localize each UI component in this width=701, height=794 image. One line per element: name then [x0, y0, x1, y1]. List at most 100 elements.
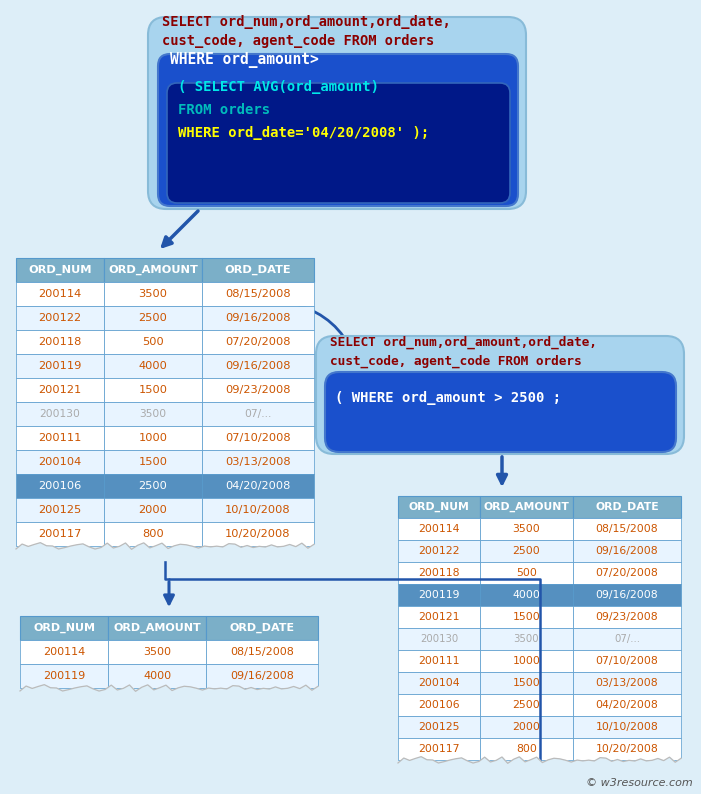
Bar — [573, 518, 681, 540]
Bar — [104, 474, 202, 498]
Text: 09/23/2008: 09/23/2008 — [596, 612, 658, 622]
Bar — [480, 606, 573, 628]
Bar — [108, 640, 206, 664]
Bar — [16, 450, 104, 474]
Bar — [398, 650, 480, 672]
Bar — [398, 518, 480, 540]
Bar — [206, 664, 318, 688]
Bar — [480, 540, 573, 562]
Bar — [573, 584, 681, 606]
Text: cust_code, agent_code FROM orders: cust_code, agent_code FROM orders — [330, 355, 582, 368]
Bar — [398, 628, 480, 650]
Text: 3500: 3500 — [143, 647, 171, 657]
Text: 09/23/2008: 09/23/2008 — [225, 385, 291, 395]
Bar — [202, 378, 314, 402]
Bar — [398, 584, 480, 606]
Text: 200119: 200119 — [418, 590, 460, 600]
Text: 200118: 200118 — [418, 568, 460, 578]
Bar — [16, 474, 104, 498]
Text: ORD_NUM: ORD_NUM — [28, 265, 92, 276]
Bar — [480, 518, 573, 540]
Bar — [202, 354, 314, 378]
Bar — [202, 330, 314, 354]
Bar — [398, 562, 480, 584]
Text: 200111: 200111 — [418, 656, 460, 666]
Bar — [202, 426, 314, 450]
Bar — [16, 282, 104, 306]
Bar — [202, 474, 314, 498]
Bar — [16, 378, 104, 402]
Text: 1500: 1500 — [139, 457, 168, 467]
Bar — [573, 606, 681, 628]
Text: 200119: 200119 — [39, 361, 82, 371]
Text: 2500: 2500 — [512, 700, 540, 710]
Bar — [480, 650, 573, 672]
Text: 200114: 200114 — [39, 289, 81, 299]
Text: cust_code, agent_code FROM orders: cust_code, agent_code FROM orders — [162, 34, 434, 48]
Text: 09/16/2008: 09/16/2008 — [596, 546, 658, 556]
Bar — [202, 450, 314, 474]
Bar — [573, 672, 681, 694]
Text: 200118: 200118 — [39, 337, 82, 347]
Text: 200130: 200130 — [420, 634, 458, 644]
Bar — [480, 672, 573, 694]
FancyBboxPatch shape — [148, 17, 526, 209]
Bar — [108, 664, 206, 688]
Text: 4000: 4000 — [139, 361, 168, 371]
Bar — [202, 522, 314, 546]
Text: ORD_AMOUNT: ORD_AMOUNT — [484, 502, 569, 512]
Text: 07/10/2008: 07/10/2008 — [596, 656, 658, 666]
Text: 03/13/2008: 03/13/2008 — [596, 678, 658, 688]
Text: 2000: 2000 — [139, 505, 168, 515]
Bar — [480, 496, 573, 518]
Text: 3500: 3500 — [139, 409, 167, 419]
Text: 08/15/2008: 08/15/2008 — [596, 524, 658, 534]
FancyBboxPatch shape — [158, 54, 518, 206]
Text: 04/20/2008: 04/20/2008 — [225, 481, 291, 491]
Bar — [16, 426, 104, 450]
Text: 10/10/2008: 10/10/2008 — [225, 505, 291, 515]
Bar — [573, 738, 681, 760]
Text: 07/...: 07/... — [245, 409, 272, 419]
Text: 200122: 200122 — [39, 313, 81, 323]
Text: 200125: 200125 — [39, 505, 81, 515]
Bar — [16, 498, 104, 522]
Bar — [202, 306, 314, 330]
Bar — [16, 306, 104, 330]
Text: 800: 800 — [142, 529, 164, 539]
Text: 03/13/2008: 03/13/2008 — [225, 457, 291, 467]
Text: 10/20/2008: 10/20/2008 — [596, 744, 658, 754]
Bar — [104, 282, 202, 306]
Text: 1500: 1500 — [512, 678, 540, 688]
FancyBboxPatch shape — [316, 336, 684, 454]
Bar — [20, 664, 108, 688]
Bar — [398, 672, 480, 694]
Text: 200114: 200114 — [43, 647, 85, 657]
Text: 07/...: 07/... — [614, 634, 640, 644]
Text: ( WHERE ord_amount > 2500 ;: ( WHERE ord_amount > 2500 ; — [335, 391, 561, 405]
Bar — [104, 426, 202, 450]
Bar — [398, 540, 480, 562]
Text: ORD_DATE: ORD_DATE — [229, 622, 294, 633]
Text: FROM orders: FROM orders — [178, 103, 270, 117]
Bar — [398, 716, 480, 738]
Bar — [480, 562, 573, 584]
Text: SELECT ord_num,ord_amount,ord_date,: SELECT ord_num,ord_amount,ord_date, — [330, 336, 597, 349]
Text: 200114: 200114 — [418, 524, 460, 534]
Text: 200104: 200104 — [418, 678, 460, 688]
Text: 4000: 4000 — [512, 590, 540, 600]
Text: 200121: 200121 — [39, 385, 81, 395]
Bar — [104, 354, 202, 378]
Text: 1000: 1000 — [139, 433, 168, 443]
Text: 08/15/2008: 08/15/2008 — [230, 647, 294, 657]
Text: 2500: 2500 — [512, 546, 540, 556]
Bar — [104, 306, 202, 330]
Text: 2500: 2500 — [139, 313, 168, 323]
Bar — [104, 522, 202, 546]
Bar — [202, 402, 314, 426]
Text: 500: 500 — [516, 568, 537, 578]
Text: 2000: 2000 — [512, 722, 540, 732]
Bar — [480, 716, 573, 738]
Bar — [104, 450, 202, 474]
Text: 200104: 200104 — [39, 457, 81, 467]
